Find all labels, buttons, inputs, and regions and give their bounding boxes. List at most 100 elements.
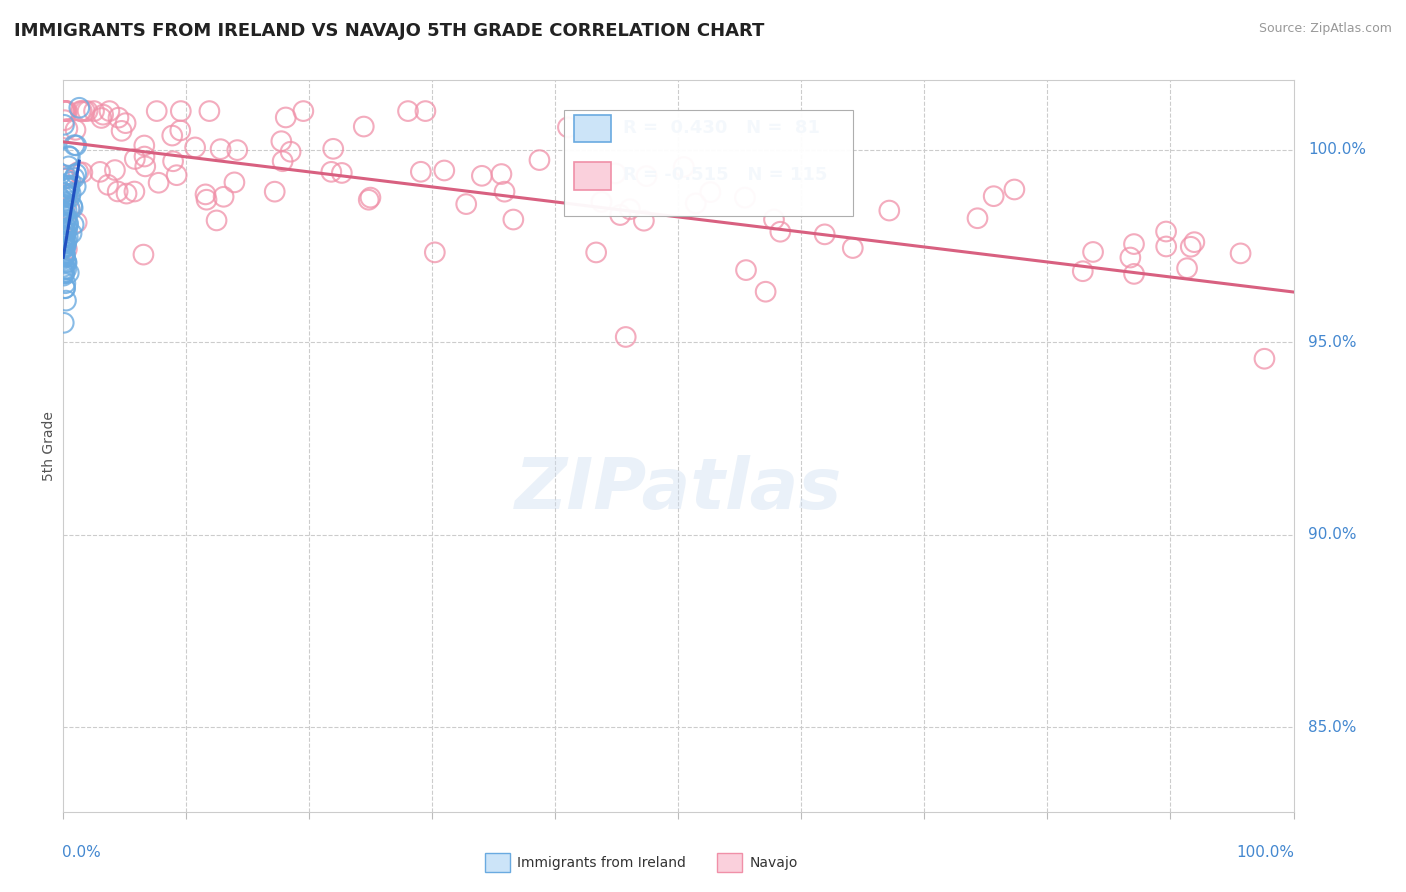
Point bbox=[115, 186, 138, 201]
Point bbox=[91, 108, 114, 122]
Point bbox=[205, 213, 228, 227]
Point bbox=[55, 293, 77, 308]
Point bbox=[55, 255, 77, 269]
Point bbox=[59, 150, 82, 164]
Point bbox=[104, 163, 127, 178]
Point bbox=[423, 245, 446, 260]
Point bbox=[636, 169, 658, 183]
Point bbox=[1182, 235, 1205, 249]
Point bbox=[90, 111, 112, 125]
Point bbox=[52, 224, 75, 238]
Point bbox=[591, 194, 613, 209]
Point bbox=[83, 104, 105, 119]
Point bbox=[212, 190, 235, 204]
Point bbox=[58, 181, 80, 195]
Point bbox=[52, 235, 75, 249]
Point bbox=[52, 221, 75, 235]
Point bbox=[456, 197, 478, 211]
Text: Immigrants from Ireland: Immigrants from Ireland bbox=[517, 855, 686, 870]
Point bbox=[52, 190, 75, 204]
Text: 85.0%: 85.0% bbox=[1308, 720, 1357, 734]
Point bbox=[1154, 225, 1177, 239]
Point bbox=[52, 249, 75, 263]
Point bbox=[145, 104, 167, 119]
Point bbox=[983, 189, 1005, 203]
Point bbox=[67, 101, 90, 115]
Point bbox=[672, 160, 695, 174]
Point bbox=[107, 111, 129, 125]
Point bbox=[1180, 240, 1202, 254]
Point bbox=[52, 249, 75, 263]
Point bbox=[169, 123, 191, 137]
Point bbox=[62, 218, 84, 232]
Point bbox=[60, 227, 83, 241]
Point bbox=[53, 234, 76, 248]
Point bbox=[98, 104, 121, 119]
Point bbox=[56, 104, 79, 119]
Point bbox=[52, 267, 75, 281]
Point bbox=[56, 222, 79, 236]
Point bbox=[107, 185, 129, 199]
Point bbox=[292, 104, 315, 119]
Text: 90.0%: 90.0% bbox=[1308, 527, 1357, 542]
Point bbox=[56, 218, 79, 232]
Point bbox=[322, 142, 344, 156]
Point bbox=[97, 178, 120, 192]
Point bbox=[124, 152, 146, 166]
Point bbox=[1123, 237, 1146, 252]
Point bbox=[502, 212, 524, 227]
Point bbox=[58, 201, 80, 215]
Point bbox=[53, 222, 76, 236]
Point bbox=[67, 165, 90, 179]
Text: IMMIGRANTS FROM IRELAND VS NAVAJO 5TH GRADE CORRELATION CHART: IMMIGRANTS FROM IRELAND VS NAVAJO 5TH GR… bbox=[14, 22, 765, 40]
Point bbox=[353, 120, 375, 134]
Point bbox=[65, 179, 87, 194]
Point bbox=[53, 217, 76, 231]
Text: Navajo: Navajo bbox=[749, 855, 797, 870]
Point bbox=[55, 253, 77, 268]
Point bbox=[53, 277, 76, 291]
Point bbox=[73, 104, 96, 119]
Point bbox=[491, 167, 513, 181]
Text: 95.0%: 95.0% bbox=[1308, 334, 1357, 350]
FancyBboxPatch shape bbox=[574, 162, 610, 190]
Point bbox=[357, 193, 380, 207]
Point bbox=[53, 239, 76, 253]
Point bbox=[53, 250, 76, 264]
Point bbox=[52, 204, 75, 219]
Point bbox=[69, 104, 91, 119]
Point bbox=[53, 169, 76, 183]
Point bbox=[89, 165, 111, 179]
Text: R = -0.515   N = 115: R = -0.515 N = 115 bbox=[623, 167, 827, 185]
Point bbox=[585, 245, 607, 260]
Point bbox=[842, 241, 865, 255]
Point bbox=[195, 193, 218, 207]
Point bbox=[274, 111, 297, 125]
Point bbox=[63, 170, 86, 185]
Point bbox=[53, 104, 76, 119]
Point bbox=[226, 143, 249, 157]
Text: R =  0.430   N =  81: R = 0.430 N = 81 bbox=[623, 119, 820, 136]
Point bbox=[224, 175, 246, 189]
Point bbox=[53, 240, 76, 254]
Text: ZIPatlas: ZIPatlas bbox=[515, 456, 842, 524]
Point bbox=[52, 268, 75, 283]
Point bbox=[55, 255, 77, 269]
Point bbox=[280, 145, 302, 159]
Point bbox=[148, 176, 170, 190]
Point bbox=[321, 165, 343, 179]
Point bbox=[1123, 267, 1146, 281]
Point bbox=[53, 281, 76, 295]
Point bbox=[194, 187, 217, 202]
Point bbox=[56, 179, 79, 194]
Point bbox=[56, 230, 79, 244]
Point bbox=[609, 208, 631, 222]
Point bbox=[409, 165, 432, 179]
Point bbox=[1253, 351, 1275, 366]
Point bbox=[62, 201, 84, 215]
Point bbox=[415, 104, 437, 119]
Point bbox=[53, 205, 76, 219]
Point bbox=[58, 160, 80, 174]
Point bbox=[614, 330, 637, 344]
Point bbox=[52, 194, 75, 209]
